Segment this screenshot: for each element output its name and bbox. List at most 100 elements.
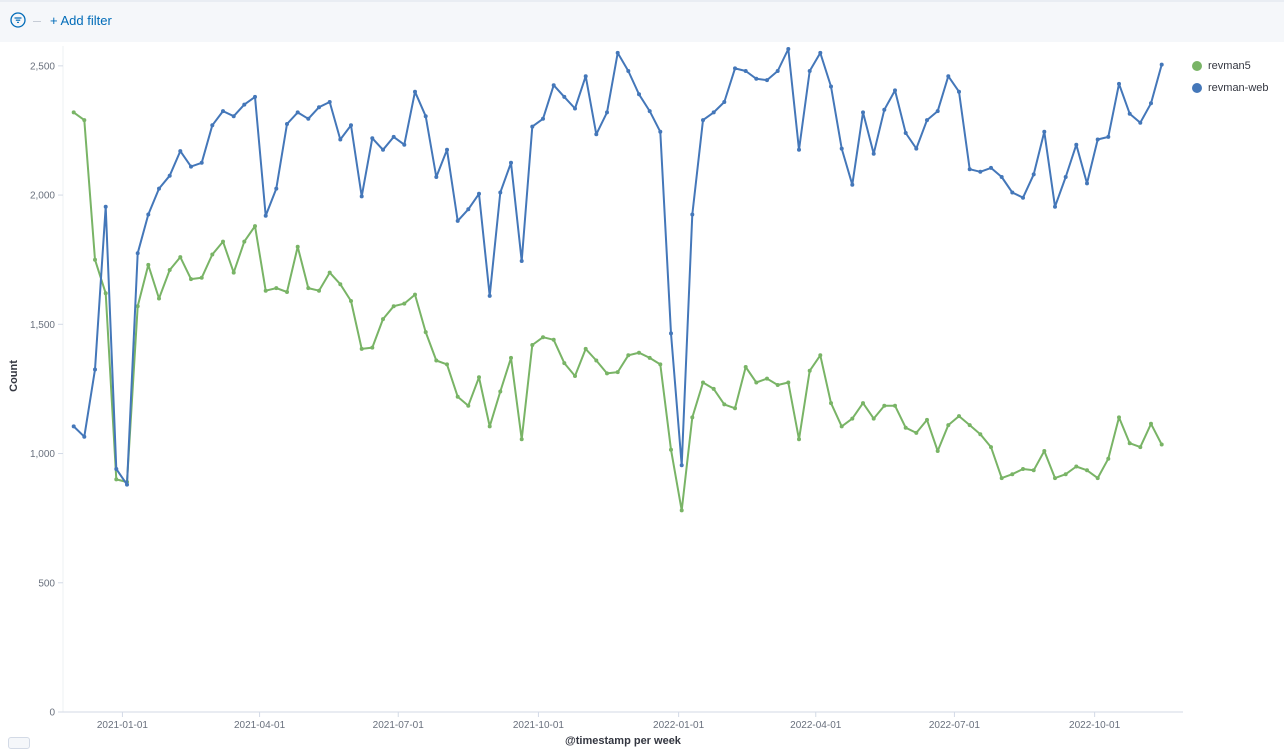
data-point-revman-web xyxy=(359,194,364,199)
data-point-revman-web xyxy=(690,212,695,217)
data-point-revman-web xyxy=(1138,120,1143,125)
data-point-revman-web xyxy=(989,165,993,170)
data-point-revman5 xyxy=(338,282,343,287)
data-point-revman5 xyxy=(1138,445,1143,450)
data-point-revman-web xyxy=(818,50,823,55)
data-point-revman-web xyxy=(530,124,535,129)
data-point-revman5 xyxy=(103,291,108,296)
data-point-revman-web xyxy=(423,114,428,119)
data-point-revman5 xyxy=(402,301,407,306)
data-point-revman-web xyxy=(178,149,183,154)
data-point-revman-web xyxy=(743,69,748,73)
data-point-revman5 xyxy=(477,375,481,380)
data-point-revman-web xyxy=(210,123,215,128)
data-point-revman-web xyxy=(295,110,300,115)
data-point-revman-web xyxy=(167,173,172,178)
data-point-revman-web xyxy=(381,147,385,152)
y-tick-label: 1,500 xyxy=(30,320,55,331)
data-point-revman5 xyxy=(221,239,225,244)
data-point-revman-web xyxy=(402,142,407,147)
data-point-revman-web xyxy=(733,66,737,71)
data-point-revman5 xyxy=(722,402,727,407)
data-point-revman5 xyxy=(1159,442,1164,447)
data-point-revman5 xyxy=(562,361,567,366)
data-point-revman5 xyxy=(391,304,396,309)
data-point-revman-web xyxy=(1063,175,1068,179)
data-point-revman-web xyxy=(1021,195,1025,200)
data-point-revman5 xyxy=(871,416,876,421)
data-point-revman5 xyxy=(541,335,545,340)
data-point-revman5 xyxy=(637,350,641,355)
data-point-revman5 xyxy=(530,343,535,347)
x-tick-label: 2022-04-01 xyxy=(790,720,842,731)
y-tick-label: 500 xyxy=(38,578,55,589)
data-point-revman5 xyxy=(658,362,663,367)
data-point-revman5 xyxy=(157,296,161,301)
data-point-revman5 xyxy=(519,437,524,442)
data-point-revman-web xyxy=(1053,204,1057,209)
data-point-revman5 xyxy=(1010,472,1015,477)
data-point-revman5 xyxy=(754,380,759,385)
data-point-revman5 xyxy=(317,288,321,293)
data-point-revman5 xyxy=(381,317,385,322)
data-point-revman-web xyxy=(583,74,588,79)
legend-item-revman5[interactable]: revman5 xyxy=(1192,55,1269,77)
data-point-revman-web xyxy=(711,110,716,115)
data-point-revman-web xyxy=(413,89,417,94)
data-point-revman-web xyxy=(786,47,791,51)
data-point-revman-web xyxy=(370,136,375,141)
data-point-revman-web xyxy=(263,213,268,218)
data-point-revman5 xyxy=(146,262,151,267)
data-point-revman-web xyxy=(349,123,353,128)
data-point-revman5 xyxy=(285,290,289,294)
x-tick-label: 2021-01-01 xyxy=(97,720,149,731)
legend-toggle-button[interactable] xyxy=(8,737,30,749)
data-point-revman-web xyxy=(573,106,577,111)
data-point-revman5 xyxy=(690,415,695,420)
data-point-revman-web xyxy=(594,132,599,137)
data-point-revman5 xyxy=(135,304,140,309)
data-point-revman5 xyxy=(455,394,460,399)
data-point-revman-web xyxy=(455,218,460,223)
data-point-revman5 xyxy=(349,299,353,303)
x-tick-label: 2022-10-01 xyxy=(1069,720,1121,731)
data-point-revman-web xyxy=(274,186,279,191)
data-point-revman-web xyxy=(519,259,524,263)
y-tick-label: 0 xyxy=(49,708,55,719)
data-point-revman-web xyxy=(914,146,919,151)
y-tick-label: 2,000 xyxy=(30,191,55,202)
chart-legend: revman5 revman-web xyxy=(1192,55,1269,99)
filter-bar: + Add filter xyxy=(0,0,1284,42)
data-point-revman5 xyxy=(775,383,780,387)
add-filter-button[interactable]: + Add filter xyxy=(50,13,112,28)
data-point-revman5 xyxy=(551,337,556,342)
data-point-revman-web xyxy=(285,122,289,126)
data-point-revman-web xyxy=(509,160,513,165)
x-tick-label: 2021-04-01 xyxy=(234,720,286,731)
data-point-revman-web xyxy=(637,92,641,97)
data-point-revman5 xyxy=(797,437,801,442)
data-point-revman5 xyxy=(434,358,439,363)
data-point-revman-web xyxy=(306,116,311,121)
data-point-revman5 xyxy=(93,257,97,262)
data-point-revman-web xyxy=(1085,181,1089,186)
filter-icon[interactable] xyxy=(10,12,26,28)
data-point-revman-web xyxy=(146,212,151,217)
data-point-revman-web xyxy=(199,160,204,165)
data-point-revman5 xyxy=(893,403,897,408)
y-tick-label: 1,000 xyxy=(30,449,55,460)
legend-label-revman-web: revman-web xyxy=(1208,82,1269,94)
x-axis-title: @timestamp per week xyxy=(565,735,682,747)
data-point-revman5 xyxy=(295,244,300,249)
data-point-revman-web xyxy=(850,182,855,187)
data-point-revman-web xyxy=(903,131,908,135)
data-point-revman5 xyxy=(167,268,172,272)
data-point-revman5 xyxy=(711,386,716,391)
legend-item-revman-web[interactable]: revman-web xyxy=(1192,77,1269,99)
data-point-revman5 xyxy=(231,270,236,275)
data-point-revman-web xyxy=(231,114,236,119)
series-line-revman5 xyxy=(73,111,1163,512)
data-point-revman5 xyxy=(71,110,76,115)
legend-label-revman5: revman5 xyxy=(1208,60,1251,72)
data-point-revman5 xyxy=(509,355,513,360)
